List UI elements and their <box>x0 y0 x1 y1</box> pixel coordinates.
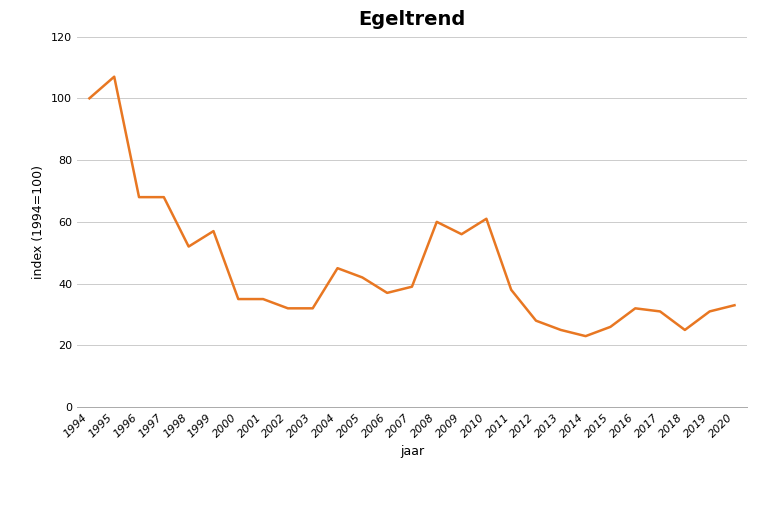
X-axis label: jaar: jaar <box>400 445 424 458</box>
Title: Egeltrend: Egeltrend <box>358 10 466 29</box>
Y-axis label: index (1994=100): index (1994=100) <box>32 165 45 279</box>
